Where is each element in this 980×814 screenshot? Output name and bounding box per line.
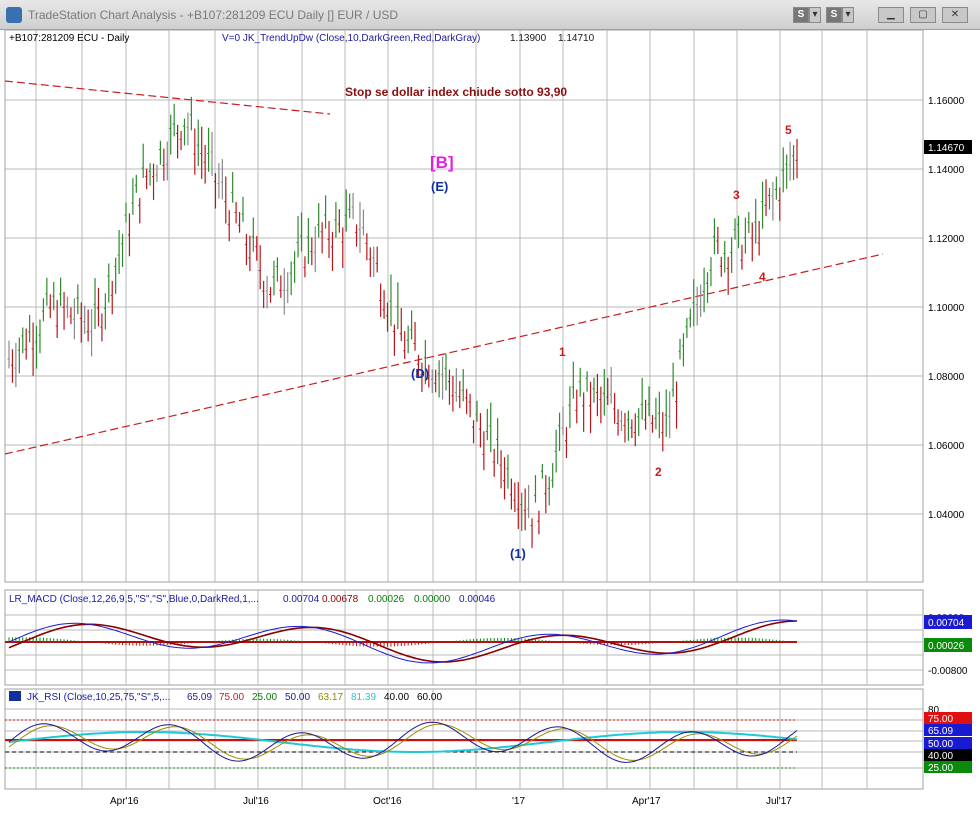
rsi-value-5: 63.17 (318, 692, 343, 703)
rsi-value-2: 75.00 (219, 692, 244, 703)
rsi-axis[interactable]: 80 75.00 65.09 50.00 40.00 25.00 (924, 705, 972, 774)
indicator-value-2: 1.14710 (558, 33, 595, 44)
macd-hist-badge (924, 638, 972, 652)
rsi-signal-line (8, 723, 798, 761)
stop-annotation: Stop se dollar index chiude sotto 93,90 (345, 85, 567, 99)
rsi-average-line (8, 731, 798, 753)
macd-badge-value: 0.00704 (928, 618, 965, 629)
maximize-icon: ▢ (918, 9, 928, 20)
macd-value-4: 0.00000 (414, 594, 451, 605)
time-tick: Jul'17 (766, 796, 792, 807)
maximize-button[interactable]: ▢ (910, 7, 936, 23)
macd-tick: -0.00800 (928, 666, 968, 677)
rsi-75-value: 75.00 (928, 714, 953, 725)
window-link-button[interactable]: S (826, 7, 842, 23)
support-trendline (4, 253, 884, 455)
rsi-icon (9, 691, 21, 701)
symbol-link-button[interactable]: S (793, 7, 809, 23)
macd-label: LR_MACD (Close,12,26,9,5,"S","S",Blue,0,… (9, 594, 259, 605)
rsi-75-badge (924, 712, 972, 724)
price-tick: 1.14000 (928, 165, 965, 176)
macd-value-5: 0.00046 (459, 594, 496, 605)
rsi-line (8, 721, 798, 763)
indicator-label: V=0 JK_TrendUpDw (Close,10,DarkGreen,Red… (222, 33, 480, 44)
rsi-50-badge (924, 737, 972, 749)
wave-label-5: 5 (785, 123, 792, 137)
rsi-value-3: 25.00 (252, 692, 277, 703)
rsi-tick: 80 (928, 705, 940, 716)
time-tick: '17 (512, 796, 525, 807)
price-panel (4, 30, 924, 583)
rsi-40-badge (924, 749, 972, 761)
macd-line (8, 619, 798, 664)
price-tick: 1.12000 (928, 234, 965, 245)
rsi-current-badge (924, 724, 972, 736)
time-tick: Apr'17 (632, 796, 661, 807)
price-chart[interactable]: +B107:281209 ECU - Daily V=0 JK_TrendUpD… (0, 30, 980, 814)
rsi-value-1: 65.09 (187, 692, 212, 703)
time-tick: Apr'16 (110, 796, 139, 807)
symbol-label: +B107:281209 ECU - Daily (9, 33, 129, 44)
wave-label-4: 4 (759, 270, 766, 284)
wave-label-2: 2 (655, 465, 662, 479)
app-logo-icon (6, 7, 22, 23)
price-tick: 1.16000 (928, 96, 965, 107)
price-tick: 1.06000 (928, 441, 965, 452)
window-title: TradeStation Chart Analysis - +B107:2812… (28, 8, 399, 22)
wave-label-b: [B] (430, 153, 454, 172)
rsi-50-value: 50.00 (928, 739, 953, 750)
rsi-label: JK_RSI (Close,10,25,75,"S",5,... (27, 692, 170, 703)
minimize-icon: ▁ (887, 9, 895, 20)
rsi-value-6: 81.39 (351, 692, 376, 703)
symbol-link-dropdown[interactable]: ▾ (809, 7, 821, 23)
last-price-value: 1.14670 (928, 143, 965, 154)
title-bar: TradeStation Chart Analysis - +B107:2812… (0, 0, 980, 30)
wave-label-d: (D) (411, 366, 429, 381)
close-button[interactable]: ✕ (942, 7, 968, 23)
price-tick: 1.04000 (928, 510, 965, 521)
macd-value-1: 0.00704 (283, 594, 320, 605)
price-tick: 1.08000 (928, 372, 965, 383)
close-icon: ✕ (950, 9, 960, 20)
macd-panel (4, 589, 924, 686)
time-axis[interactable]: Apr'16 Jul'16 Oct'16 '17 Apr'17 Jul'17 (110, 796, 792, 807)
price-tick: 1.10000 (928, 303, 965, 314)
macd-value-badge (924, 615, 972, 629)
macd-value-3: 0.00026 (368, 594, 405, 605)
rsi-current-value: 65.09 (928, 726, 953, 737)
indicator-value-1: 1.13900 (510, 33, 547, 44)
chart-area[interactable]: +B107:281209 ECU - Daily V=0 JK_TrendUpD… (0, 30, 980, 814)
rsi-25-value: 25.00 (928, 763, 953, 774)
time-tick: Oct'16 (373, 796, 402, 807)
rsi-25-badge (924, 761, 972, 773)
minimize-button[interactable]: ▁ (878, 7, 904, 23)
macd-axis[interactable]: 0.00000 0.00704 0.00026 -0.00800 (924, 613, 972, 677)
time-tick: Jul'16 (243, 796, 269, 807)
wave-label-e: (E) (431, 179, 448, 194)
wave-label-3: 3 (733, 188, 740, 202)
rsi-value-4: 50.00 (285, 692, 310, 703)
wave-label-1: 1 (559, 345, 566, 359)
rsi-value-8: 60.00 (417, 692, 442, 703)
rsi-40-value: 40.00 (928, 751, 953, 762)
price-axis[interactable]: 1.16000 1.14000 1.12000 1.10000 1.08000 … (924, 96, 972, 521)
wave-label-1-paren: (1) (510, 546, 526, 561)
window-link-dropdown[interactable]: ▾ (842, 7, 854, 23)
macd-value-2: 0.00678 (322, 594, 359, 605)
macd-hist-value: 0.00026 (928, 641, 965, 652)
rsi-value-7: 40.00 (384, 692, 409, 703)
last-price-badge (924, 140, 972, 154)
resistance-trendline (4, 80, 331, 115)
